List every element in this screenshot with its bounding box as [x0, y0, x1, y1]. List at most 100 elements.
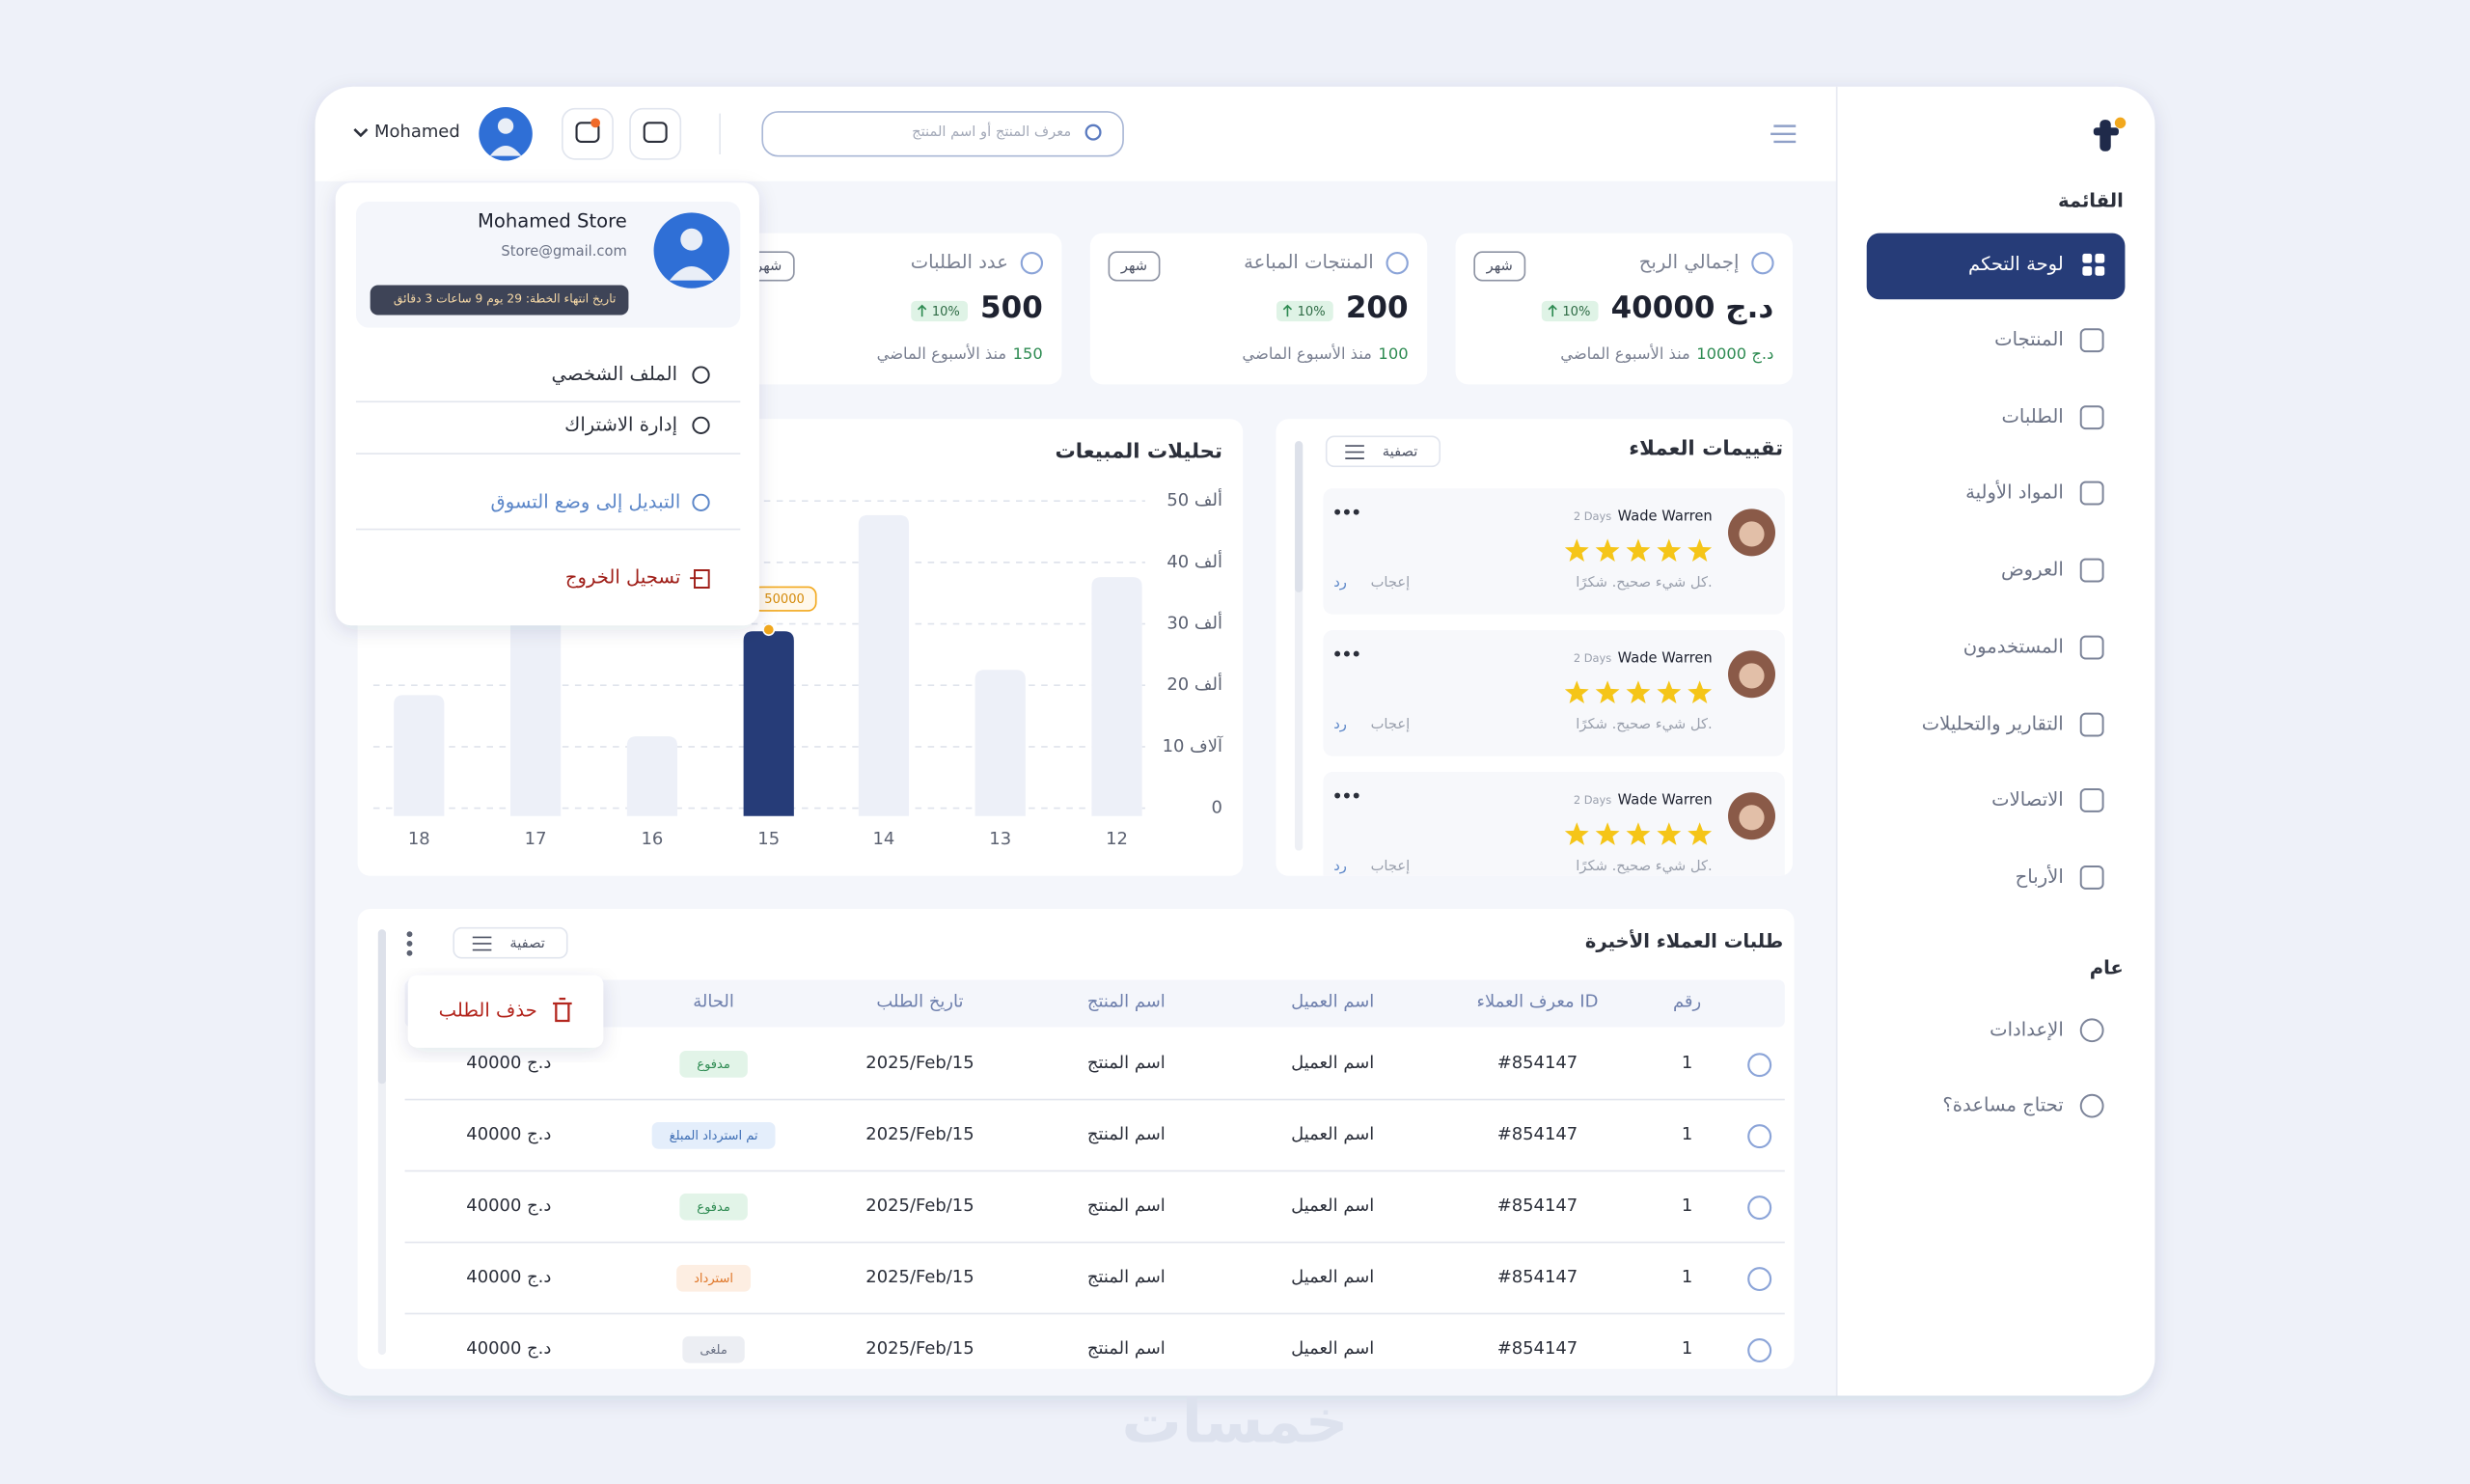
filter-label: تصفية: [509, 935, 545, 951]
user-name: Mohamed: [374, 122, 460, 142]
cell: 2025/Feb/15: [865, 1053, 974, 1073]
review-options[interactable]: [1334, 792, 1359, 799]
bar[interactable]: [509, 611, 562, 816]
nav-item[interactable]: المستخدمون: [1963, 636, 2104, 660]
switch-mode[interactable]: التبديل إلى وضع التسوق: [491, 490, 710, 513]
dropdown-item[interactable]: إدارة الاشتراك: [564, 413, 710, 436]
bar[interactable]: [1091, 577, 1142, 816]
review-like[interactable]: إعجاب: [1371, 858, 1411, 874]
nav-item[interactable]: العروض: [2001, 559, 2104, 583]
table-header-bg: [404, 979, 1785, 1028]
icon: [643, 122, 668, 144]
cell: 1: [1682, 1053, 1692, 1073]
star: [1595, 680, 1620, 703]
chat-button[interactable]: [629, 107, 682, 160]
status-pill: [679, 1051, 748, 1078]
status-label: ملغى: [700, 1343, 727, 1358]
row-select[interactable]: [1747, 1338, 1772, 1363]
star: [1595, 538, 1620, 563]
item-icon: [690, 569, 710, 589]
logo-mark: [2093, 127, 2119, 136]
reviewer-face: [1739, 663, 1765, 689]
status-pill: [651, 1121, 776, 1149]
icon: [575, 122, 600, 144]
menu-toggle[interactable]: [1770, 124, 1797, 144]
plan-pill: [370, 285, 629, 316]
change-pill: [911, 300, 969, 322]
row-select[interactable]: [1747, 1124, 1772, 1149]
filter-button[interactable]: تصفية: [1325, 435, 1441, 468]
item-icon: [692, 366, 710, 384]
general-title: عام: [2090, 957, 2124, 979]
nav-label: الطلبات: [2002, 405, 2064, 427]
row-select[interactable]: [1747, 1267, 1772, 1292]
star: [1657, 822, 1682, 845]
review: Wade Warren 2 Days كل شيء صحيح. شكرًا. إعجا…: [1323, 772, 1785, 876]
table-row: 1 #854147 اسم العميل اسم المنتج 2025/Feb/15 ت…: [404, 1121, 1785, 1172]
stat-footer-value: 100: [1378, 344, 1408, 363]
nav-icon: [2082, 265, 2093, 276]
nav-label: تحتاج مساعدة؟: [1942, 1094, 2063, 1116]
nav-item[interactable]: المنتجات: [1994, 328, 2104, 353]
notification-button[interactable]: [562, 107, 614, 160]
cell: 2025/Feb/15: [865, 1338, 974, 1359]
nav-item[interactable]: تحتاج مساعدة؟: [1942, 1094, 2104, 1118]
bar[interactable]: [626, 736, 678, 816]
filter-button[interactable]: تصفية: [453, 926, 568, 959]
review-reply[interactable]: رد: [1333, 858, 1347, 874]
dropdown-item[interactable]: الملف الشخصي: [552, 363, 710, 385]
nav-item[interactable]: لوحة التحكم: [1866, 233, 2126, 300]
tooltip-label: 50000: [764, 592, 805, 607]
stat-card: المنتجات المباعة شهر 200 10% 100 منذ الأسبوع …: [1089, 233, 1428, 385]
nav-item[interactable]: الاتصالات: [1991, 788, 2104, 812]
table-options[interactable]: [406, 931, 413, 956]
nav-active-bg: [1866, 233, 2126, 300]
bar[interactable]: [974, 670, 1026, 816]
star: [1688, 538, 1713, 563]
cell: 2025/Feb/15: [865, 1195, 974, 1216]
bar[interactable]: [743, 631, 794, 816]
bar[interactable]: [858, 514, 910, 816]
reviewer-face: [1739, 521, 1765, 547]
stat-footer-value: 10000 د.ج: [1696, 344, 1773, 364]
dot: [1343, 792, 1350, 799]
bar[interactable]: [394, 695, 445, 816]
stat-card-bg: [1455, 233, 1793, 385]
review-like[interactable]: إعجاب: [1371, 574, 1411, 591]
reviewer-name: Wade Warren: [1618, 508, 1713, 525]
review-options[interactable]: [1334, 650, 1359, 657]
nav-item[interactable]: الطلبات: [2002, 405, 2104, 430]
profile-name: Mohamed Store: [478, 210, 627, 233]
review-options[interactable]: [1334, 508, 1359, 515]
row-select[interactable]: [1747, 1053, 1772, 1078]
nav-label: التقارير والتحليلات: [1922, 713, 2064, 735]
stat-change: 10%: [1562, 305, 1590, 319]
user-menu[interactable]: Mohamed: [353, 107, 533, 161]
notification-button-bg: [562, 107, 614, 160]
chat-button-bg: [629, 107, 682, 160]
change-arrow: [1548, 304, 1557, 317]
review-bg: [1323, 772, 1785, 876]
table-row: 1 #854147 اسم العميل اسم المنتج 2025/Feb/15 م…: [404, 1193, 1785, 1244]
stat-icon: [1020, 252, 1044, 275]
review-time: 2 Days: [1574, 651, 1611, 665]
dot: [406, 941, 413, 947]
period-pill: [1473, 251, 1526, 282]
logout[interactable]: تسجيل الخروج: [565, 566, 710, 589]
x-tick-label: 15: [757, 829, 780, 849]
cell: 40000 د.ج: [466, 1338, 551, 1359]
cell: 40000 د.ج: [466, 1195, 551, 1216]
dot: [406, 949, 413, 956]
row-select[interactable]: [1747, 1195, 1772, 1221]
search-box[interactable]: معرف المنتج أو اسم المنتج: [761, 111, 1124, 157]
nav-item[interactable]: المواد الأولية: [1965, 481, 2104, 506]
review-reply[interactable]: رد: [1333, 574, 1347, 591]
nav-icon: [2079, 712, 2104, 737]
cell: #854147: [1497, 1195, 1578, 1216]
nav-item[interactable]: التقارير والتحليلات: [1922, 712, 2104, 737]
review-like[interactable]: إعجاب: [1371, 716, 1411, 732]
nav-item[interactable]: الأرباح: [2016, 865, 2104, 890]
delete-popup[interactable]: حذف الطلب: [407, 975, 604, 1048]
review-reply[interactable]: رد: [1333, 716, 1347, 732]
nav-item[interactable]: الإعدادات: [1990, 1018, 2104, 1043]
